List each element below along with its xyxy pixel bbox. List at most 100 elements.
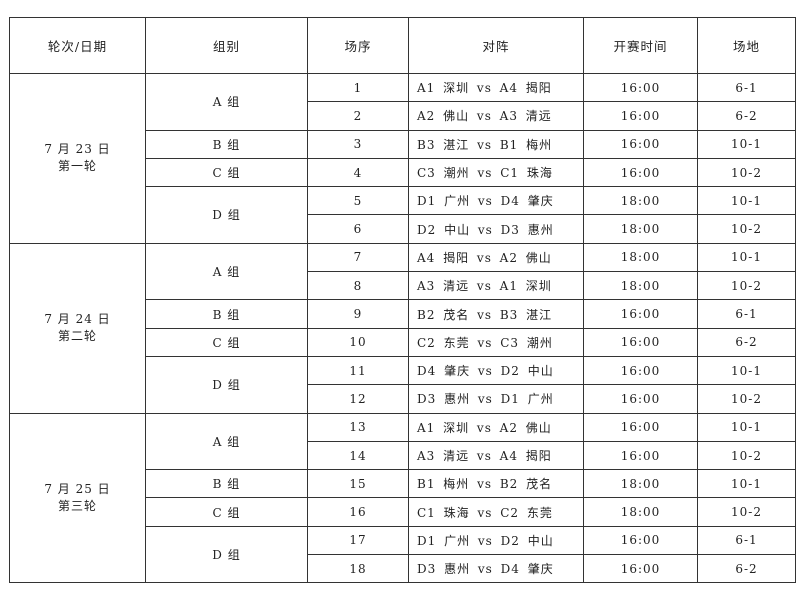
schedule-table: 轮次/日期 组别 场序 对阵 开赛时间 场地 7 月 23 日第一轮 A 组 1 A1… bbox=[9, 17, 796, 584]
round-date-cell: 7 月 24 日第二轮 bbox=[9, 242, 146, 414]
round-name: 第二轮 bbox=[57, 329, 97, 344]
match-no: 16 bbox=[307, 497, 409, 527]
venue: 10-2 bbox=[697, 440, 796, 471]
matchup: D3 惠州 vs D4 肇庆 bbox=[408, 554, 584, 584]
round-name: 第一轮 bbox=[57, 159, 97, 174]
table-row: 8 A3 清远 vs A1 深圳 18:00 10-2 bbox=[10, 271, 796, 301]
round-name: 第三轮 bbox=[57, 498, 97, 513]
start-time: 18:00 bbox=[583, 242, 698, 273]
group-cell: A 组 bbox=[145, 73, 308, 131]
table-row: C 组 4 C3 潮州 vs C1 珠海 16:00 10-2 bbox=[10, 157, 796, 188]
match-no: 10 bbox=[307, 327, 409, 357]
start-time: 16:00 bbox=[583, 299, 698, 329]
match-no: 5 bbox=[307, 186, 409, 216]
matchup: B1 梅州 vs B2 茂名 bbox=[408, 469, 584, 499]
match-no: 1 bbox=[307, 72, 409, 103]
matchup: A1 深圳 vs A4 揭阳 bbox=[408, 72, 584, 103]
match-no: 8 bbox=[307, 271, 409, 301]
table-row: 18 D3 惠州 vs D4 肇庆 16:00 6-2 bbox=[10, 554, 796, 584]
header-round-date: 轮次/日期 bbox=[9, 17, 146, 74]
table-row: 6 D2 中山 vs D3 惠州 18:00 10-2 bbox=[10, 214, 796, 244]
match-no: 7 bbox=[307, 242, 409, 273]
venue: 10-1 bbox=[697, 355, 796, 386]
start-time: 16:00 bbox=[583, 72, 698, 103]
table-row: B 组 3 B3 湛江 vs B1 梅州 16:00 10-1 bbox=[10, 129, 796, 159]
match-no: 12 bbox=[307, 384, 409, 414]
venue: 6-2 bbox=[697, 101, 796, 131]
matchup: A1 深圳 vs A2 佛山 bbox=[408, 412, 584, 442]
group-cell: B 组 bbox=[145, 129, 308, 159]
venue: 6-1 bbox=[697, 72, 796, 103]
matchup: A3 清远 vs A4 揭阳 bbox=[408, 440, 584, 471]
round-date-cell: 7 月 23 日第一轮 bbox=[9, 73, 146, 244]
match-no: 13 bbox=[307, 412, 409, 442]
table-row: 7 月 23 日第一轮 A 组 1 A1 深圳 vs A4 揭阳 16:00 6-1 bbox=[9, 72, 796, 244]
start-time: 16:00 bbox=[583, 129, 698, 159]
matchup: C2 东莞 vs C3 潮州 bbox=[408, 327, 584, 357]
venue: 10-1 bbox=[697, 469, 796, 499]
start-time: 16:00 bbox=[583, 101, 698, 131]
start-time: 18:00 bbox=[583, 186, 698, 216]
matchup: A2 佛山 vs A3 清远 bbox=[408, 101, 584, 131]
table-row: B 组 15 B1 梅州 vs B2 茂名 18:00 10-1 bbox=[10, 469, 796, 499]
venue: 6-1 bbox=[697, 299, 796, 329]
matchup: C3 潮州 vs C1 珠海 bbox=[408, 157, 584, 188]
group-cell: D 组 bbox=[145, 186, 308, 244]
match-no: 15 bbox=[307, 469, 409, 499]
group-cell: D 组 bbox=[145, 355, 308, 414]
start-time: 18:00 bbox=[583, 271, 698, 301]
round-date: 7 月 23 日 bbox=[44, 142, 111, 157]
match-no: 3 bbox=[307, 129, 409, 159]
start-time: 16:00 bbox=[583, 327, 698, 357]
group-cell: C 组 bbox=[145, 327, 308, 357]
venue: 10-1 bbox=[697, 412, 796, 442]
start-time: 16:00 bbox=[583, 412, 698, 442]
matchup: A3 清远 vs A1 深圳 bbox=[408, 271, 584, 301]
matchup: D1 广州 vs D2 中山 bbox=[408, 525, 584, 556]
start-time: 16:00 bbox=[583, 525, 698, 556]
group-cell: C 组 bbox=[145, 157, 308, 188]
group-cell: D 组 bbox=[145, 525, 308, 584]
venue: 10-2 bbox=[697, 271, 796, 301]
table-row: 7 月 24 日第二轮 A 组 7 A4 揭阳 vs A2 佛山 18:00 10-1 bbox=[9, 242, 796, 414]
match-no: 2 bbox=[307, 101, 409, 131]
match-no: 6 bbox=[307, 214, 409, 244]
table-row: D 组 17 D1 广州 vs D2 中山 16:00 6-1 bbox=[10, 525, 796, 584]
matchup: C1 珠海 vs C2 东莞 bbox=[408, 497, 584, 527]
header-match-no: 场序 bbox=[307, 17, 409, 74]
header-matchup: 对阵 bbox=[408, 17, 584, 74]
venue: 6-1 bbox=[697, 525, 796, 556]
round-date: 7 月 25 日 bbox=[44, 481, 111, 496]
matchup: D1 广州 vs D4 肇庆 bbox=[408, 186, 584, 216]
header-venue: 场地 bbox=[697, 17, 796, 74]
matchup: D2 中山 vs D3 惠州 bbox=[408, 214, 584, 244]
start-time: 18:00 bbox=[583, 214, 698, 244]
start-time: 16:00 bbox=[583, 440, 698, 471]
match-no: 14 bbox=[307, 440, 409, 471]
match-no: 9 bbox=[307, 299, 409, 329]
match-no: 17 bbox=[307, 525, 409, 556]
round-date-cell: 7 月 25 日第三轮 bbox=[9, 412, 146, 584]
table-row: C 组 10 C2 东莞 vs C3 潮州 16:00 6-2 bbox=[10, 327, 796, 357]
table-row: 7 月 25 日第三轮 A 组 13 A1 深圳 vs A2 佛山 16:00 10-1 bbox=[9, 412, 796, 584]
matchup: A4 揭阳 vs A2 佛山 bbox=[408, 242, 584, 273]
group-cell: A 组 bbox=[145, 242, 308, 301]
header-start-time: 开赛时间 bbox=[583, 17, 698, 74]
matchup: B3 湛江 vs B1 梅州 bbox=[408, 129, 584, 159]
venue: 10-2 bbox=[697, 157, 796, 188]
venue: 10-1 bbox=[697, 186, 796, 216]
group-cell: A 组 bbox=[145, 412, 308, 471]
header-row: 轮次/日期 组别 场序 对阵 开赛时间 场地 bbox=[9, 17, 796, 74]
venue: 10-2 bbox=[697, 497, 796, 527]
group-cell: C 组 bbox=[145, 497, 308, 527]
venue: 6-2 bbox=[697, 554, 796, 584]
table-row: C 组 16 C1 珠海 vs C2 东莞 18:00 10-2 bbox=[10, 497, 796, 527]
table-row: 14 A3 清远 vs A4 揭阳 16:00 10-2 bbox=[10, 440, 796, 471]
start-time: 16:00 bbox=[583, 384, 698, 414]
match-no: 18 bbox=[307, 554, 409, 584]
start-time: 16:00 bbox=[583, 157, 698, 188]
start-time: 16:00 bbox=[583, 355, 698, 386]
header-group: 组别 bbox=[145, 17, 308, 74]
venue: 6-2 bbox=[697, 327, 796, 357]
match-no: 4 bbox=[307, 157, 409, 188]
